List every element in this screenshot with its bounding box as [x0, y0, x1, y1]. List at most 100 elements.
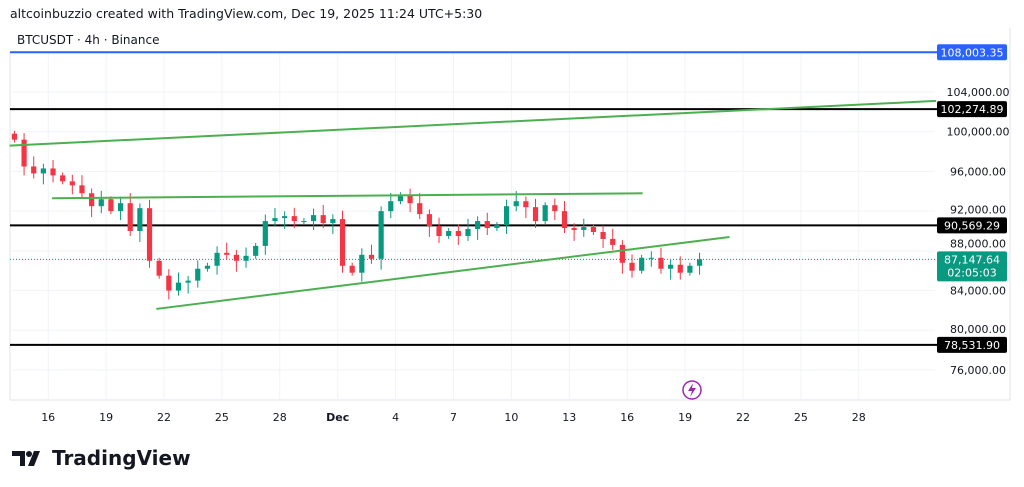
price-level-badge [937, 217, 1007, 234]
candle-body [272, 218, 278, 222]
candle-body [137, 208, 143, 231]
candle-body [417, 203, 423, 215]
candle-body [253, 245, 259, 256]
x-tick-label: 25 [215, 411, 229, 424]
candle-body [397, 195, 404, 202]
candle-body [378, 211, 384, 259]
candle-body [21, 139, 27, 167]
x-tick-label: 28 [273, 411, 287, 424]
candle-body [552, 205, 558, 212]
tradingview-logo-text: TradingView [52, 446, 191, 470]
candle-body [648, 257, 654, 259]
x-tick-label: Dec [326, 411, 349, 424]
candle-body [639, 257, 645, 271]
candle-body [175, 282, 182, 291]
candle-body [166, 275, 172, 291]
trendline [156, 235, 730, 310]
y-tick-label: 88,000.00 [950, 237, 1006, 250]
price-level-label: 78,531.90 [944, 339, 1000, 352]
x-tick-label: 13 [562, 411, 576, 424]
trendline [9, 99, 937, 147]
candle-body [262, 221, 268, 246]
price-level-label: 102,274.89 [941, 103, 1004, 116]
candle-body [571, 228, 577, 231]
candle-body [455, 231, 461, 236]
x-tick-label: 19 [678, 411, 692, 424]
current-price-label: 87,147.64 [944, 253, 1000, 266]
candle-body [677, 264, 683, 273]
candle-body [224, 252, 230, 255]
candle-body [243, 255, 249, 261]
candle-body [687, 265, 693, 273]
candle-countdown: 02:05:03 [947, 266, 996, 279]
candle-body [40, 168, 46, 174]
candle-body [214, 252, 220, 266]
x-tick-label: 28 [852, 411, 866, 424]
candle-body [330, 219, 336, 224]
candle-body [629, 262, 635, 271]
x-tick-label: 19 [99, 411, 113, 424]
lightning-icon[interactable] [682, 380, 702, 400]
tradingview-logo-icon [12, 451, 40, 466]
candle-body [310, 215, 317, 222]
candle-body [465, 229, 471, 236]
candle-body [513, 201, 519, 207]
candle-body [146, 208, 153, 261]
candle-body [233, 254, 239, 261]
candle-body [349, 265, 355, 273]
symbol-info[interactable]: BTCUSDT · 4h · Binance [17, 33, 160, 47]
candle-body [446, 231, 452, 236]
trendline [52, 192, 643, 200]
candle-body [185, 280, 191, 283]
x-tick-label: 10 [504, 411, 518, 424]
candle-body [523, 201, 529, 208]
y-tick-label: 76,000.00 [950, 364, 1006, 377]
x-tick-label: 4 [392, 411, 399, 424]
candle-body [561, 211, 568, 229]
price-level-badge [937, 44, 1007, 61]
candle-body [60, 175, 66, 182]
candle-body [127, 203, 133, 231]
x-tick-label: 16 [41, 411, 55, 424]
candle-body [89, 193, 95, 207]
candle-body [195, 268, 201, 281]
chart-credit: altcoinbuzzio created with TradingView.c… [10, 6, 483, 21]
candle-body [31, 166, 37, 174]
y-tick-label: 80,000.00 [950, 323, 1006, 336]
tradingview-logo: TradingView [12, 446, 191, 470]
candle-body [542, 205, 548, 222]
candle-body [426, 214, 432, 227]
candle-body [581, 227, 587, 231]
price-chart[interactable]: 104,000.00 100,000.00 96,000.00 92,000.00 88… [0, 0, 1024, 440]
candle-body [11, 133, 18, 140]
current-price-badge [937, 251, 1007, 282]
candle-body [475, 221, 481, 230]
candle-body [339, 219, 346, 266]
candle-body [69, 181, 75, 186]
candle-body [532, 207, 539, 222]
y-tick-label: 84,000.00 [950, 285, 1006, 298]
candle-body [668, 264, 674, 269]
candle-body [494, 225, 500, 229]
candle-body [156, 260, 162, 276]
candle-body [619, 244, 625, 263]
candle-body [484, 221, 490, 229]
y-tick-label: 96,000.00 [950, 165, 1006, 178]
candle-body [436, 226, 442, 236]
candle-body [301, 221, 307, 223]
x-tick-label: 22 [736, 411, 750, 424]
candle-body [610, 238, 616, 245]
price-level-badge [937, 101, 1007, 118]
price-level-label: 108,003.35 [941, 46, 1004, 59]
candle-body [204, 265, 211, 269]
candle-body [117, 203, 124, 212]
y-tick-label: 104,000.00 [947, 86, 1010, 99]
candle-body [658, 257, 664, 269]
x-tick-label: 7 [450, 411, 457, 424]
x-tick-label: 25 [794, 411, 808, 424]
x-tick-label: 22 [157, 411, 171, 424]
candle-body [359, 254, 365, 273]
candle-body [108, 199, 114, 212]
lightning-icon-bolt [688, 383, 696, 397]
candle-body [79, 185, 85, 194]
